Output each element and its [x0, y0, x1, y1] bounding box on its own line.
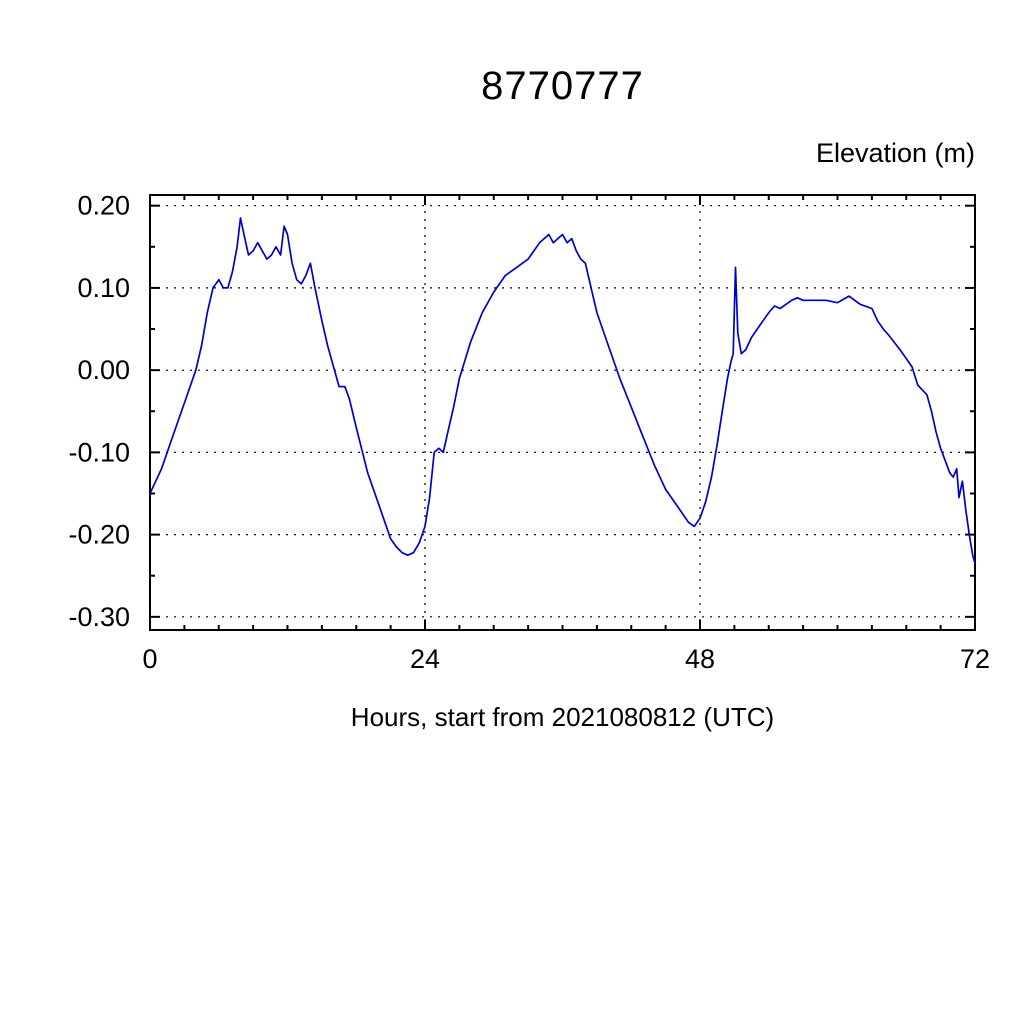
x-axis-title: Hours, start from 2021080812 (UTC) [350, 702, 775, 732]
axis-frame [149, 194, 976, 631]
y-tick-label: -0.20 [68, 520, 130, 550]
y-tick-label: 0.00 [77, 355, 130, 385]
x-tick-label: 0 [142, 644, 157, 674]
x-tick-label: 72 [960, 644, 990, 674]
y-tick-label: 0.10 [77, 273, 130, 303]
y-tick-label: -0.30 [68, 602, 130, 632]
y-tick-label: 0.20 [77, 191, 130, 221]
chart-title: 8770777 [481, 64, 644, 108]
y-tick-label: -0.10 [68, 437, 130, 467]
elevation-line [149, 217, 976, 565]
x-tick-label: 48 [685, 644, 715, 674]
x-tick-label: 24 [410, 644, 440, 674]
y-axis-title: Elevation (m) [815, 138, 975, 168]
